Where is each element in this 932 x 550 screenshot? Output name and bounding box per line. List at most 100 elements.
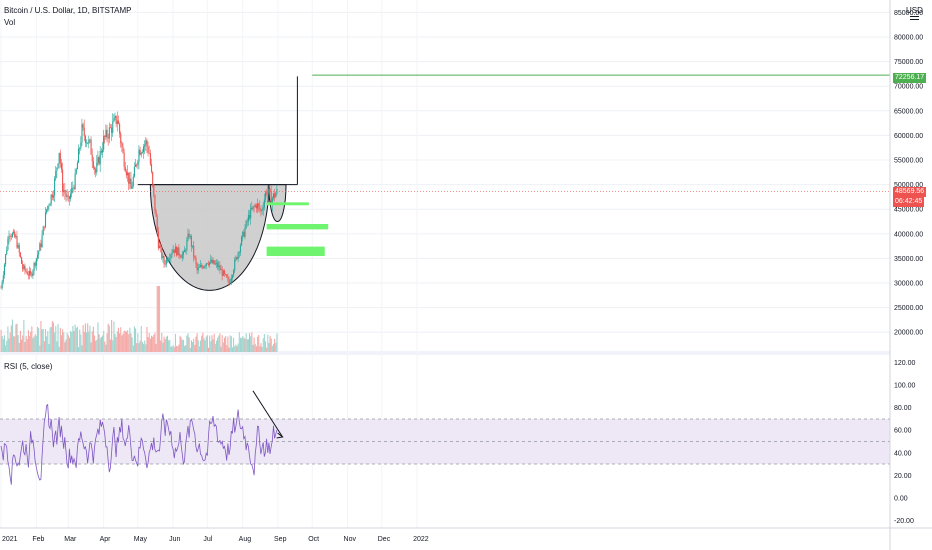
candle-body: [262, 207, 264, 210]
candle-body: [83, 127, 85, 136]
candle-body: [243, 231, 245, 237]
volume-bar: [218, 335, 220, 352]
volume-bar: [209, 335, 211, 352]
candle-body: [30, 270, 32, 274]
candle-body: [171, 252, 173, 255]
candle-body: [72, 187, 74, 189]
volume-bar: [261, 346, 263, 352]
volume-bar: [2, 338, 4, 352]
volume-bar: [262, 338, 264, 352]
volume-bar: [200, 340, 202, 352]
volume-bar: [32, 337, 34, 352]
volume-bar: [220, 346, 222, 352]
candle-body: [9, 235, 11, 237]
volume-bar: [242, 336, 244, 352]
candle-body: [131, 186, 133, 189]
candle-body: [213, 260, 215, 265]
volume-bar: [96, 339, 98, 352]
rsi-tick-label: 40.00: [894, 450, 912, 457]
volume-bar: [140, 326, 142, 352]
candle-body: [197, 267, 199, 271]
candle-body: [29, 270, 31, 276]
candle-body: [111, 127, 113, 133]
candle-body: [206, 263, 208, 264]
candle-body: [215, 262, 218, 264]
currency-label[interactable]: USD: [906, 6, 923, 15]
volume-bar: [18, 343, 20, 352]
volume-bar: [158, 286, 161, 352]
time-tick-label: Nov: [344, 536, 357, 543]
volume-bar: [13, 336, 15, 352]
volume-bar: [267, 334, 269, 352]
candle-body: [246, 220, 248, 222]
candle-body: [267, 192, 269, 194]
volume-bar: [233, 337, 235, 352]
candle-body: [138, 149, 140, 162]
volume-bar: [113, 321, 115, 352]
candle-body: [73, 187, 75, 189]
candle-body: [144, 144, 146, 147]
volume-bar: [246, 339, 248, 352]
volume-bar: [187, 333, 189, 352]
volume-bars: [0, 286, 278, 352]
volume-bar: [100, 336, 102, 352]
candle-body: [153, 184, 155, 195]
volume-bar: [109, 339, 112, 352]
volume-bar: [166, 335, 169, 352]
candle-body: [260, 209, 262, 211]
volume-bar: [3, 335, 6, 352]
volume-bar: [255, 346, 257, 352]
candle-body: [104, 136, 106, 138]
candle-body: [263, 199, 265, 208]
volume-bar: [107, 323, 109, 352]
candle-body: [0, 287, 2, 289]
candle-body: [96, 162, 98, 173]
volume-bar: [157, 286, 159, 352]
volume-bar: [74, 324, 76, 352]
candle-body: [101, 149, 104, 153]
candle-body: [14, 231, 16, 238]
volume-bar: [146, 326, 148, 352]
volume-bar: [64, 342, 66, 352]
volume-bar: [11, 319, 13, 352]
volume-bar: [190, 340, 192, 352]
volume-bar: [197, 340, 199, 352]
candle-body: [245, 220, 247, 229]
candle-body: [219, 265, 221, 271]
volume-bar: [150, 335, 153, 352]
candle-body: [132, 176, 134, 187]
candle-body: [157, 231, 159, 249]
candle-body: [137, 161, 139, 165]
time-tick-label: Jul: [203, 536, 212, 543]
menu-icon[interactable]: [910, 16, 919, 17]
candle-body: [116, 120, 118, 125]
candle-body: [43, 226, 45, 228]
volume-bar: [24, 342, 26, 352]
candle-body: [189, 236, 191, 238]
volume-bar: [128, 334, 130, 352]
candle-body: [92, 161, 94, 168]
rsi-line: [0, 390, 284, 485]
candle-body: [32, 270, 34, 276]
volume-bar: [108, 325, 110, 352]
menu-icon-line: [910, 19, 919, 20]
time-tick-label: Jun: [169, 536, 180, 543]
volume-bar: [93, 335, 96, 352]
volume-bar: [104, 341, 106, 352]
volume-bar: [174, 333, 177, 352]
candle-body: [168, 259, 170, 262]
volume-bar: [160, 340, 162, 352]
candle-body: [270, 191, 272, 205]
candle-body: [56, 167, 58, 171]
candle-body: [79, 148, 81, 150]
volume-bar: [121, 335, 123, 352]
candle-body: [150, 164, 153, 173]
volume-bar: [48, 344, 50, 352]
candle-body: [23, 265, 25, 269]
candle-body: [113, 118, 115, 122]
candle-body: [120, 133, 122, 144]
volume-bar: [34, 334, 36, 352]
candle-body: [268, 189, 270, 193]
volume-bar: [269, 335, 271, 352]
volume-bar: [257, 336, 259, 352]
